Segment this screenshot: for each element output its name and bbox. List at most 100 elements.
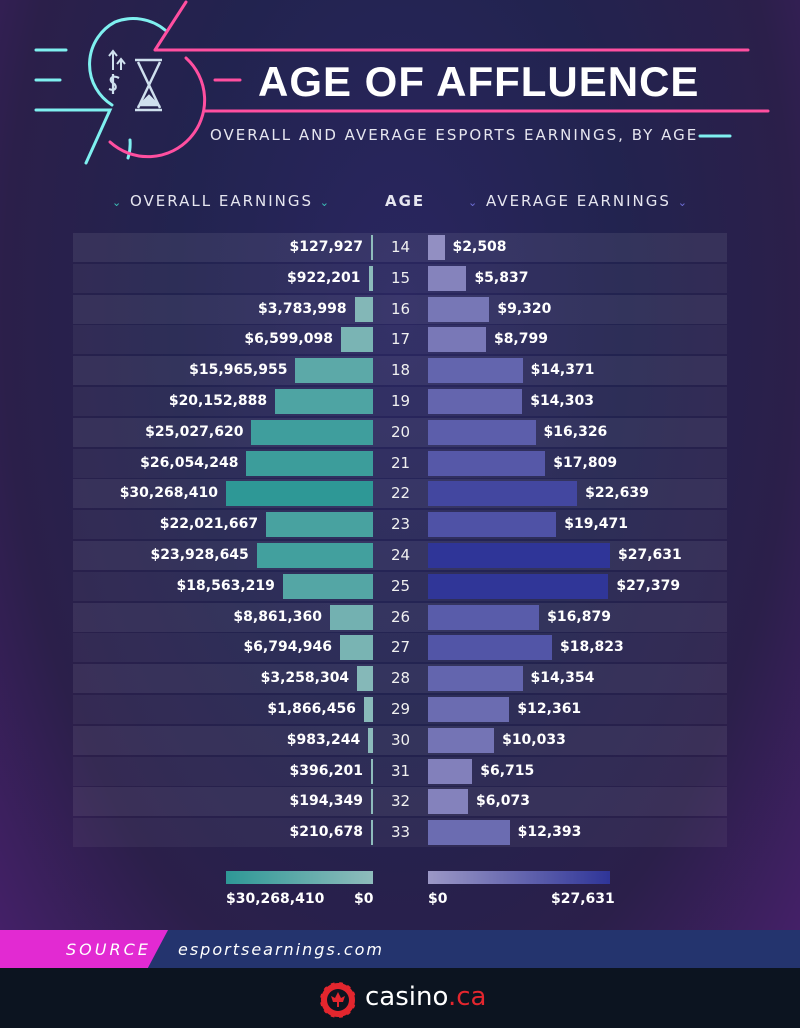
average-earnings-label: $8,799 [493, 331, 548, 348]
chevron-down-icon: ⌄ [319, 196, 332, 209]
overall-earnings-label: $922,201 [287, 269, 361, 286]
chevron-down-icon: ⌄ [468, 196, 480, 209]
age-label: 20 [390, 422, 411, 441]
overall-earnings-label: $23,928,645 [150, 547, 249, 563]
age-label: 28 [390, 669, 411, 688]
age-label: 24 [390, 546, 411, 564]
chevron-down-icon: ⌄ [677, 196, 689, 209]
overall-earnings-label: OVERALL EARNINGS [130, 192, 314, 210]
chart-row: $23,928,645 24 $27,631 [73, 541, 727, 570]
overall-earnings-bar [368, 727, 373, 753]
overall-earnings-label: $210,678 [289, 824, 363, 841]
average-earnings-bar [428, 635, 552, 661]
page-subtitle: OVERALL AND AVERAGE ESPORTS EARNINGS, BY… [210, 126, 699, 144]
overall-earnings-bar [246, 450, 373, 476]
source-label: SOURCE [66, 940, 151, 959]
age-label: 26 [390, 607, 411, 626]
legend-right-bar [428, 871, 610, 884]
chart-row: $6,794,946 27 $18,823 [73, 633, 727, 663]
average-earnings-label: $12,361 [517, 701, 582, 717]
average-earnings-label: $9,320 [497, 300, 552, 317]
average-earnings-bar [428, 235, 445, 260]
source-url[interactable]: esportsearnings.com [178, 940, 385, 959]
overall-earnings-bar [275, 389, 373, 414]
chart-row: $22,021,667 23 $19,471 [73, 510, 727, 540]
dollar-up-icon [108, 49, 126, 94]
overall-earnings-bar [256, 543, 373, 568]
average-earnings-bar [428, 697, 510, 722]
average-earnings-bar [428, 450, 546, 476]
average-earnings-label: $14,354 [530, 670, 595, 687]
average-earnings-bar [428, 543, 610, 568]
overall-earnings-bar [371, 758, 373, 784]
age-label: 29 [390, 700, 411, 718]
age-label: 19 [390, 392, 411, 410]
overall-earnings-label: $22,021,667 [159, 516, 259, 533]
chart-row: $6,599,098 17 $8,799 [73, 325, 727, 355]
age-label: 16 [390, 299, 411, 318]
age-label: 32 [390, 792, 411, 811]
overall-earnings-bar [282, 573, 373, 599]
average-earnings-bar [428, 358, 523, 384]
age-label: 33 [390, 823, 411, 842]
neon-emblem [34, 0, 770, 165]
average-earnings-bar [428, 327, 486, 353]
average-earnings-label: AVERAGE EARNINGS [486, 192, 671, 210]
average-earnings-label: $18,823 [559, 639, 624, 656]
overall-earnings-label: $396,201 [289, 762, 363, 779]
average-earnings-bar [428, 604, 540, 630]
age-label: 30 [390, 730, 411, 749]
legend-right-max: $27,631 [551, 891, 615, 907]
age-label: 15 [390, 268, 411, 287]
overall-earnings-bar [295, 358, 373, 384]
casino-logo[interactable]: casino.ca [365, 982, 486, 1012]
chart-row: $8,861,360 26 $16,879 [73, 602, 727, 632]
overall-earnings-label: $26,054,248 [140, 454, 239, 471]
average-earnings-label: $27,631 [618, 547, 682, 563]
overall-earnings-bar [363, 697, 373, 722]
overall-earnings-label: $15,965,955 [189, 362, 288, 379]
average-earnings-bar [428, 573, 609, 599]
chart-row: $15,965,955 18 $14,371 [73, 356, 727, 386]
average-earnings-bar [428, 758, 473, 784]
overall-earnings-bar [368, 265, 373, 291]
average-earnings-bar [428, 512, 557, 538]
average-earnings-label: $16,879 [547, 608, 611, 625]
overall-earnings-bar [329, 604, 373, 630]
average-earnings-label: $10,033 [502, 731, 566, 748]
overall-earnings-label: $18,563,219 [176, 577, 275, 594]
legend-left-bar [226, 871, 373, 884]
average-earnings-label: $2,508 [452, 239, 507, 255]
logo-brand: casino [365, 982, 448, 1012]
chart-row: $20,152,888 19 $14,303 [73, 387, 727, 416]
overall-earnings-label: $25,027,620 [145, 423, 244, 440]
chart-row: $1,866,456 29 $12,361 [73, 695, 727, 724]
age-label: 18 [390, 361, 411, 380]
overall-earnings-label: $3,258,304 [260, 670, 350, 687]
overall-earnings-label: $8,861,360 [233, 608, 322, 625]
average-earnings-bar [428, 481, 578, 507]
average-earnings-label: $12,393 [517, 824, 582, 841]
legend-left-min: $0 [354, 891, 374, 907]
chart-row: $25,027,620 20 $16,326 [73, 417, 727, 447]
chart-row: $194,349 32 $6,073 [73, 787, 727, 817]
overall-earnings-label: $127,927 [289, 239, 363, 255]
chart-row: $983,244 30 $10,033 [73, 725, 727, 755]
average-earnings-label: $17,809 [553, 454, 618, 471]
overall-earnings-bar [251, 419, 373, 445]
average-earnings-bar [428, 789, 468, 815]
chart-row: $396,201 31 $6,715 [73, 756, 727, 786]
overall-earnings-label: $6,794,946 [243, 639, 333, 656]
age-label: 22 [390, 484, 411, 503]
average-earnings-label: $16,326 [543, 423, 608, 440]
age-label: 14 [390, 238, 411, 256]
overall-earnings-label: $3,783,998 [258, 300, 347, 317]
age-header: AGE [385, 192, 426, 210]
average-earnings-bar [428, 666, 523, 692]
overall-earnings-label: $20,152,888 [168, 393, 268, 409]
overall-earnings-label: $30,268,410 [119, 485, 218, 502]
overall-earnings-label: $1,866,456 [267, 701, 356, 717]
chart-row: $3,258,304 28 $14,354 [73, 664, 727, 694]
age-label: 27 [390, 638, 411, 657]
average-earnings-label: $14,303 [530, 393, 594, 409]
